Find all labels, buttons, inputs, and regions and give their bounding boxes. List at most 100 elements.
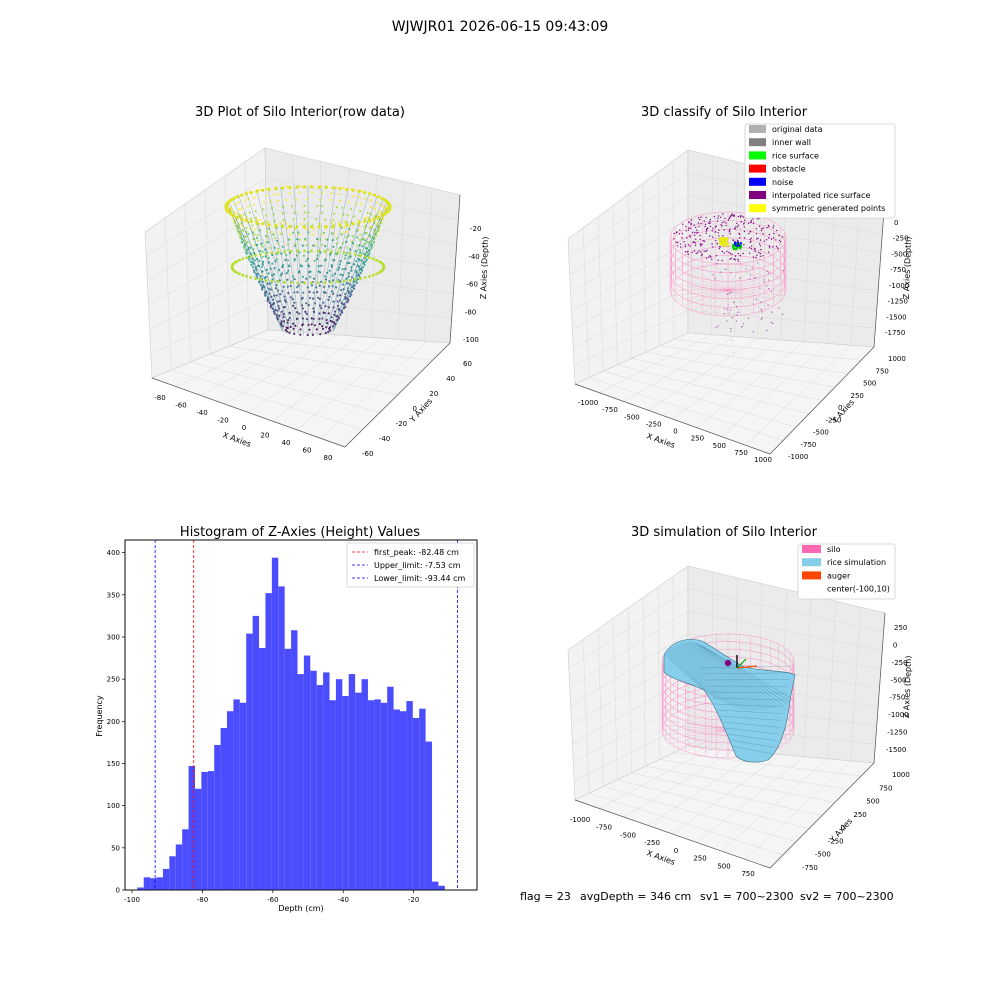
- interpolated-point: [726, 250, 728, 253]
- silo-floor-spoke: [682, 273, 729, 291]
- hist-y-tick-label: 100: [107, 802, 120, 810]
- cloud-point: [296, 238, 299, 241]
- interpolated-point: [704, 223, 707, 226]
- cloud-point: [301, 244, 304, 247]
- legend-swatch: [802, 558, 821, 567]
- interpolated-point: [762, 255, 764, 257]
- cloud-point: [364, 260, 367, 263]
- cloud-point: [318, 322, 321, 326]
- hist-bar: [239, 702, 247, 890]
- cloud-point: [318, 222, 321, 225]
- hist-bar: [361, 679, 368, 890]
- hist-legend: first_peak: -82.48 cm Upper_limit: -7.53 …: [346, 542, 475, 588]
- cloud-point: [276, 247, 280, 250]
- interpolated-point: [768, 279, 770, 281]
- legend-label: first_peak: -82.48 cm: [374, 548, 459, 557]
- cloud-point: [324, 227, 327, 230]
- cloud-point: [357, 189, 361, 193]
- cloud-point: [290, 205, 293, 208]
- cloud-point: [313, 259, 316, 262]
- hist-bar: [194, 788, 202, 890]
- interpolated-point: [743, 230, 746, 233]
- interpolated-point: [760, 229, 763, 232]
- silo-floor-spoke: [662, 729, 729, 736]
- panel4-tick-labels: -1000-750-500-2500250500750-750-500-2500…: [570, 624, 910, 878]
- cloud-point: [270, 251, 274, 255]
- interpolated-point: [759, 252, 761, 255]
- cloud-point: [362, 252, 365, 255]
- grid-line: [265, 178, 459, 220]
- cloud-point: [347, 200, 350, 204]
- cloud-point: [335, 237, 338, 240]
- interpolated-point: [729, 258, 731, 260]
- cloud-point: [242, 220, 245, 223]
- interpolated-point: [750, 237, 752, 239]
- panel4-z-label: Z Axies (Depth): [902, 655, 913, 718]
- interpolated-point: [700, 216, 702, 218]
- cloud-point: [287, 264, 290, 267]
- interpolated-point: [776, 229, 778, 232]
- cloud-point: [369, 206, 372, 209]
- hist-y-label: Frequency: [95, 695, 104, 737]
- cloud-point: [288, 192, 291, 195]
- interpolated-point: [684, 245, 686, 248]
- interpolated-point: [742, 252, 744, 255]
- interpolated-point: [729, 228, 731, 230]
- cloud-point: [343, 220, 346, 223]
- cloud-point: [240, 207, 243, 210]
- silo-floor-spoke: [702, 266, 729, 291]
- cloud-point: [245, 226, 248, 229]
- interpolated-point: [739, 237, 741, 239]
- grid-line: [696, 341, 805, 428]
- interpolated-point: [777, 247, 779, 249]
- cloud-point: [369, 199, 372, 202]
- cloud-point: [346, 282, 350, 285]
- hist-bar: [284, 648, 292, 890]
- cloud-point: [258, 249, 262, 253]
- grid-line: [569, 610, 689, 688]
- hist-y-tick-label: 300: [107, 633, 120, 641]
- cloud-point: [317, 185, 321, 189]
- interpolated-point: [742, 223, 745, 225]
- cloud-point: [236, 229, 239, 232]
- cloud-point: [315, 286, 318, 289]
- interpolated-point: [737, 260, 740, 262]
- interpolated-point: [749, 278, 751, 280]
- cloud-point: [245, 256, 248, 259]
- cloud-point: [353, 263, 356, 266]
- cloud-point: [293, 278, 296, 281]
- cloud-point: [276, 300, 279, 303]
- cloud-point: [281, 224, 285, 228]
- interpolated-point: [713, 216, 715, 218]
- interpolated-point: [717, 217, 719, 219]
- cloud-point: [245, 275, 248, 278]
- rice-mesh-line: [676, 645, 733, 707]
- cloud-point: [316, 291, 319, 294]
- interpolated-point: [717, 215, 720, 217]
- interpolated-point: [752, 222, 755, 224]
- interpolated-point: [739, 215, 742, 217]
- cloud-point: [255, 189, 259, 193]
- cloud-point: [318, 198, 322, 201]
- hist-bar: [201, 771, 208, 890]
- interpolated-point: [757, 237, 759, 239]
- cloud-point: [351, 290, 354, 293]
- cloud-point: [363, 219, 367, 224]
- panel1-y-axis-line: [344, 342, 451, 448]
- interpolated-point: [741, 326, 743, 328]
- panel4-x-tick-label: -500: [620, 831, 636, 839]
- cloud-point: [359, 209, 362, 212]
- grid-line: [696, 756, 805, 843]
- cloud-point: [316, 249, 320, 253]
- cloud-point: [232, 214, 236, 218]
- interpolated-point: [718, 246, 721, 248]
- cloud-point: [312, 297, 315, 300]
- cloud-point: [346, 301, 349, 304]
- cloud-point: [342, 283, 345, 286]
- cloud-point: [243, 246, 246, 249]
- interpolated-point: [737, 311, 739, 313]
- cloud-point: [356, 278, 359, 281]
- silo-floor-spoke: [716, 729, 729, 758]
- cloud-point: [338, 187, 342, 191]
- cloud-point: [374, 215, 377, 218]
